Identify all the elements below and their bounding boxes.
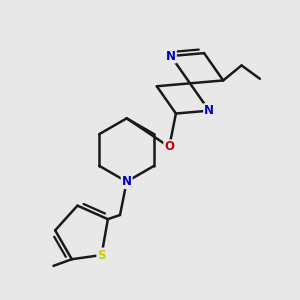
Text: S: S [97, 248, 106, 262]
Text: N: N [122, 175, 132, 188]
Text: N: N [166, 50, 176, 62]
Text: O: O [164, 140, 174, 153]
Text: N: N [204, 104, 214, 117]
